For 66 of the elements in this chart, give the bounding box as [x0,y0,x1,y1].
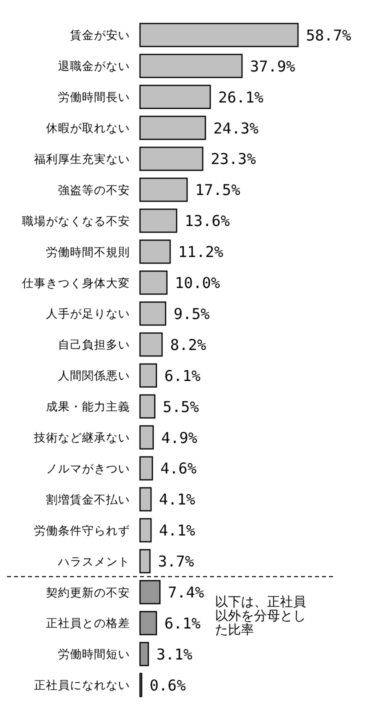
data-label: 26.1% [218,88,264,106]
data-label: 4.9% [161,428,198,447]
y-tick-label: 自己負担多い [58,338,130,352]
data-label: 10.0% [174,274,220,292]
data-label: 37.9% [250,57,296,76]
y-tick-label: 正社員になれない [34,678,130,692]
y-tick-label: 退職金がない [58,59,130,74]
annotation: 以下は、正社員以外を分母とした比率 [215,595,306,638]
data-label: 5.5% [162,398,199,416]
y-tick-label: 賃金が安い [70,28,130,42]
bar [139,610,158,636]
bar [139,456,153,480]
y-tick-label: 技術など継承ない [33,430,130,445]
y-tick-label: 割増賃金不払い [46,492,130,506]
data-label: 13.6% [184,212,230,230]
bar [139,549,151,574]
bar [139,518,152,542]
data-label: 17.5% [195,181,240,200]
data-label: 0.6% [150,676,186,694]
y-tick-label: 人手が足りない [46,306,130,321]
bar [139,240,171,264]
bar [139,84,211,110]
bar [139,54,243,78]
bar [139,642,149,666]
y-tick-label: ハラスメント [57,554,130,568]
y-tick-label: 人間関係悪い [58,368,130,383]
bar [139,394,156,419]
y-tick-label: 労働条件守られず [34,523,130,538]
bar [139,301,166,326]
y-tick-label: 職場がなくなる不安 [22,214,130,228]
data-label: 11.2% [178,243,224,262]
data-label: 7.4% [168,584,204,602]
y-tick-label: 強盗等の不安 [58,182,130,197]
data-label: 4.1% [159,522,196,540]
bar [139,425,154,450]
bar [139,270,168,295]
y-tick-label: 労働時間短い [58,647,130,662]
bar [139,22,299,48]
bar [139,178,188,202]
data-label: 58.7% [306,26,352,44]
data-label: 8.2% [170,336,206,354]
data-label: 9.5% [174,304,210,323]
y-tick-label: 福利厚生充実ない [34,152,130,166]
bar [139,208,178,233]
bar [139,146,204,171]
data-label: 6.1% [164,614,201,632]
data-label: 4.1% [159,490,196,509]
y-tick-label: 正社員との格差 [46,616,130,630]
bar [139,487,152,512]
y-tick-label: 仕事きつく身体大変 [21,276,130,290]
y-tick-label: 契約更新の不安 [46,585,130,600]
y-tick-label: 労働時間長い [58,90,130,104]
y-tick-label: 成果・能力主義 [46,400,130,414]
data-label: 6.1% [164,366,201,385]
y-tick-label: ノルマがきつい [46,461,130,476]
bar [139,580,161,604]
data-label: 3.1% [156,645,192,664]
data-label: 23.3% [210,150,256,168]
y-tick-label: 労働時間不規則 [46,244,130,259]
data-label: 3.7% [158,552,194,571]
data-label: 4.6% [160,460,197,478]
bar [139,332,163,357]
data-label: 24.3% [213,119,259,138]
bar [139,363,158,388]
bar [139,116,206,140]
y-tick-label: 休暇が取れない [46,120,130,135]
